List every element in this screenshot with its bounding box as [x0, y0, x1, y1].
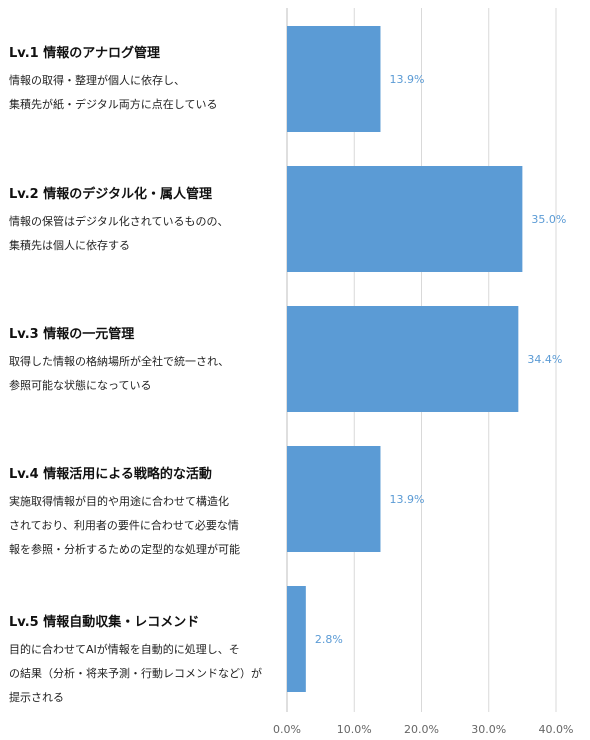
category-description: 取得した情報の格納場所が全社で統一され、 参照可能な状態になっている	[9, 350, 287, 398]
category-title: Lv.4 情報活用による戦略的な活動	[9, 467, 212, 482]
bar	[287, 306, 519, 412]
data-label: 35.0%	[531, 213, 566, 226]
bar	[287, 26, 381, 132]
data-label: 34.4%	[527, 353, 562, 366]
x-tick-label: 40.0%	[539, 723, 574, 736]
description-line: 提示される	[9, 691, 64, 704]
x-tick-label: 10.0%	[337, 723, 372, 736]
description-line: 情報の保管はデジタル化されているものの、	[9, 215, 229, 228]
data-label: 13.9%	[389, 73, 424, 86]
x-tick-label: 30.0%	[471, 723, 506, 736]
description-line: 集積先が紙・デジタル両方に点在している	[9, 98, 218, 111]
category-title: Lv.1 情報のアナログ管理	[9, 46, 160, 61]
category-description: 目的に合わせてAIが情報を自動的に処理し、その結果（分析・将来予測・行動レコメン…	[9, 638, 287, 710]
category-description: 情報の保管はデジタル化されているものの、 集積先は個人に依存する	[9, 210, 287, 258]
description-line: 情報の取得・整理が個人に依存し、	[9, 74, 185, 87]
description-line: されており、利用者の要件に合わせて必要な情	[9, 519, 239, 532]
category-block: Lv.3 情報の一元管理取得した情報の格納場所が全社で統一され、 参照可能な状態に…	[9, 326, 287, 398]
category-description: 情報の取得・整理が個人に依存し、集積先が紙・デジタル両方に点在している	[9, 69, 287, 117]
x-tick-label: 0.0%	[273, 723, 301, 736]
data-label: 2.8%	[315, 633, 343, 646]
description-line: 目的に合わせてAIが情報を自動的に処理し、そ	[9, 643, 240, 656]
category-title: Lv.3 情報の一元管理	[9, 327, 135, 342]
category-title: Lv.2 情報のデジタル化・属人管理	[9, 187, 212, 202]
category-block: Lv.2 情報のデジタル化・属人管理情報の保管はデジタル化されているものの、 集積…	[9, 186, 287, 258]
bar	[287, 166, 523, 272]
category-block: Lv.1 情報のアナログ管理情報の取得・整理が個人に依存し、集積先が紙・デジタル…	[9, 45, 287, 117]
description-line: の結果（分析・将来予測・行動レコメンドなど）が	[9, 667, 262, 680]
description-line: 報を参照・分析するための定型的な処理が可能	[9, 543, 240, 556]
category-description: 実施取得情報が目的や用途に合わせて構造化 されており、利用者の要件に合わせて必要な…	[9, 490, 287, 562]
description-line: 集積先は個人に依存する	[9, 239, 130, 252]
category-title: Lv.5 情報自動収集・レコメンド	[9, 615, 200, 630]
bar	[287, 586, 306, 692]
description-line: 取得した情報の格納場所が全社で統一され、	[9, 355, 230, 368]
description-line: 実施取得情報が目的や用途に合わせて構造化	[9, 495, 229, 508]
category-block: Lv.4 情報活用による戦略的な活動実施取得情報が目的や用途に合わせて構造化 され…	[9, 466, 287, 562]
category-block: Lv.5 情報自動収集・レコメンド目的に合わせてAIが情報を自動的に処理し、その…	[9, 614, 287, 710]
description-line: 参照可能な状態になっている	[9, 379, 152, 392]
x-tick-label: 20.0%	[404, 723, 439, 736]
bar	[287, 446, 381, 552]
data-label: 13.9%	[389, 493, 424, 506]
